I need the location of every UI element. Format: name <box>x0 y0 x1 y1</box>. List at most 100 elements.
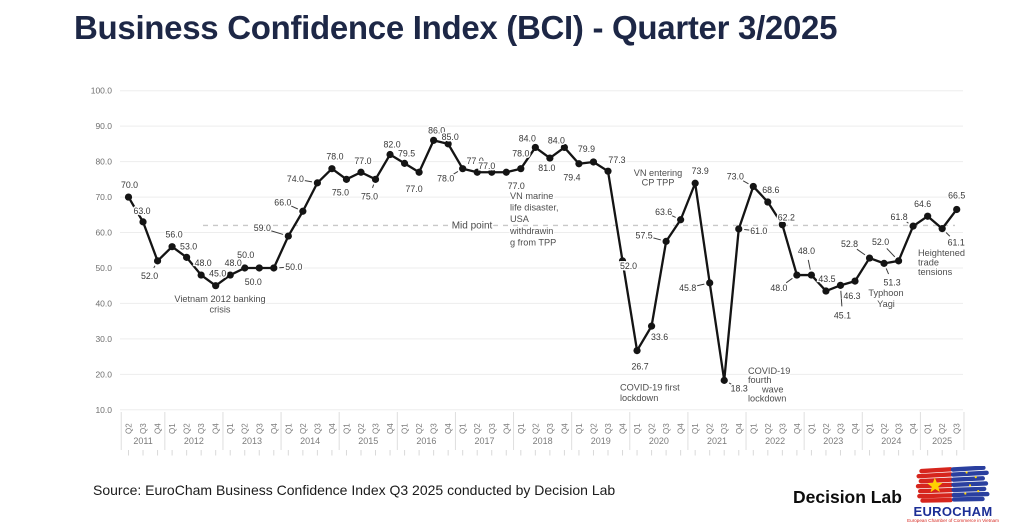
svg-text:60.0: 60.0 <box>95 228 112 238</box>
svg-text:73.0: 73.0 <box>727 171 744 181</box>
svg-text:Q2: Q2 <box>938 423 947 434</box>
svg-text:Q2: Q2 <box>241 423 250 434</box>
svg-text:Q4: Q4 <box>851 423 860 434</box>
svg-text:78.0: 78.0 <box>326 152 343 162</box>
svg-text:Q4: Q4 <box>793 423 802 434</box>
svg-text:45.0: 45.0 <box>209 269 226 279</box>
svg-text:Yagi: Yagi <box>877 299 895 309</box>
svg-text:63.0: 63.0 <box>133 206 150 216</box>
svg-text:56.0: 56.0 <box>166 230 183 240</box>
svg-text:2014: 2014 <box>300 436 320 446</box>
svg-text:82.0: 82.0 <box>383 140 400 150</box>
svg-text:Q3: Q3 <box>255 423 264 434</box>
svg-text:74.0: 74.0 <box>287 174 304 184</box>
svg-text:52.8: 52.8 <box>841 239 858 249</box>
svg-text:2021: 2021 <box>707 436 727 446</box>
svg-text:59.0: 59.0 <box>254 223 271 233</box>
svg-text:40.0: 40.0 <box>95 298 112 308</box>
svg-text:2013: 2013 <box>242 436 262 446</box>
svg-text:45.1: 45.1 <box>834 310 851 320</box>
vietnam-star-icon <box>927 477 943 493</box>
svg-text:46.3: 46.3 <box>843 291 860 301</box>
svg-text:85.0: 85.0 <box>442 132 459 142</box>
svg-text:Q4: Q4 <box>212 423 221 434</box>
eurocham-tagline: European Chamber of Commerce in Vietnam <box>907 518 999 523</box>
svg-text:Q2: Q2 <box>706 423 715 434</box>
svg-text:77.0: 77.0 <box>406 184 423 194</box>
svg-text:51.3: 51.3 <box>883 277 900 287</box>
decision-lab-logo: Decision Lab <box>793 487 902 507</box>
svg-text:Q4: Q4 <box>502 423 511 434</box>
svg-text:64.6: 64.6 <box>914 199 931 209</box>
svg-text:Q4: Q4 <box>386 423 395 434</box>
svg-text:79.5: 79.5 <box>398 148 415 158</box>
svg-text:Q3: Q3 <box>372 423 381 434</box>
svg-text:Q1: Q1 <box>284 423 293 434</box>
svg-text:90.0: 90.0 <box>95 121 112 131</box>
svg-text:79.4: 79.4 <box>563 173 580 183</box>
svg-text:lockdown: lockdown <box>748 394 786 404</box>
svg-text:Q4: Q4 <box>154 423 163 434</box>
svg-text:2016: 2016 <box>416 436 436 446</box>
svg-text:100.0: 100.0 <box>91 86 113 96</box>
svg-text:50.0: 50.0 <box>95 263 112 273</box>
svg-text:Q4: Q4 <box>270 423 279 434</box>
svg-text:crisis: crisis <box>210 305 231 315</box>
svg-text:62.2: 62.2 <box>778 213 795 223</box>
svg-text:Q3: Q3 <box>488 423 497 434</box>
svg-text:61.8: 61.8 <box>891 212 908 222</box>
svg-text:2025: 2025 <box>932 436 952 446</box>
svg-text:Q2: Q2 <box>531 423 540 434</box>
svg-text:61.0: 61.0 <box>750 226 767 236</box>
svg-text:77.0: 77.0 <box>508 181 525 191</box>
svg-text:Q4: Q4 <box>677 423 686 434</box>
svg-text:Q3: Q3 <box>895 423 904 434</box>
svg-text:Q1: Q1 <box>749 423 758 434</box>
svg-text:tensions: tensions <box>918 267 953 277</box>
svg-text:30.0: 30.0 <box>95 334 112 344</box>
svg-text:Q1: Q1 <box>342 423 351 434</box>
svg-text:70.0: 70.0 <box>95 192 112 202</box>
svg-text:Q1: Q1 <box>575 423 584 434</box>
svg-text:Q1: Q1 <box>807 423 816 434</box>
svg-text:2018: 2018 <box>533 436 553 446</box>
svg-text:84.0: 84.0 <box>519 133 536 143</box>
svg-text:80.0: 80.0 <box>95 157 112 167</box>
svg-text:81.0: 81.0 <box>538 163 555 173</box>
svg-text:life disaster,: life disaster, <box>510 203 559 213</box>
svg-text:45.8: 45.8 <box>679 283 696 293</box>
svg-text:33.6: 33.6 <box>651 332 668 342</box>
svg-text:63.6: 63.6 <box>655 207 672 217</box>
svg-text:2012: 2012 <box>184 436 204 446</box>
svg-text:Q1: Q1 <box>459 423 468 434</box>
svg-text:Q3: Q3 <box>546 423 555 434</box>
svg-text:USA: USA <box>510 214 530 224</box>
eurocham-logo: EUROCHAM European Chamber of Commerce in… <box>906 466 1000 524</box>
source-text: Source: EuroCham Business Confidence Ind… <box>93 482 616 498</box>
svg-text:48.0: 48.0 <box>195 258 212 268</box>
svg-text:lockdown: lockdown <box>620 393 658 403</box>
svg-text:Q3: Q3 <box>313 423 322 434</box>
svg-text:70.0: 70.0 <box>121 180 138 190</box>
svg-text:Q2: Q2 <box>125 423 134 434</box>
svg-text:Heightened: Heightened <box>918 248 965 258</box>
svg-text:77.0: 77.0 <box>354 156 371 166</box>
svg-text:48.0: 48.0 <box>770 283 787 293</box>
svg-text:20.0: 20.0 <box>95 369 112 379</box>
svg-text:68.6: 68.6 <box>762 185 779 195</box>
svg-text:66.0: 66.0 <box>274 197 291 207</box>
svg-text:52.0: 52.0 <box>872 237 889 247</box>
svg-text:77.0: 77.0 <box>478 161 495 171</box>
svg-text:66.5: 66.5 <box>948 190 965 200</box>
svg-text:75.0: 75.0 <box>332 187 349 197</box>
svg-text:57.5: 57.5 <box>636 230 653 240</box>
svg-text:trade: trade <box>918 258 939 268</box>
svg-text:Q3: Q3 <box>953 423 962 434</box>
svg-text:fourth: fourth <box>748 375 772 385</box>
svg-text:Typhoon: Typhoon <box>868 288 903 298</box>
svg-text:Q3: Q3 <box>197 423 206 434</box>
svg-text:48.0: 48.0 <box>798 246 815 256</box>
svg-text:Q3: Q3 <box>139 423 148 434</box>
